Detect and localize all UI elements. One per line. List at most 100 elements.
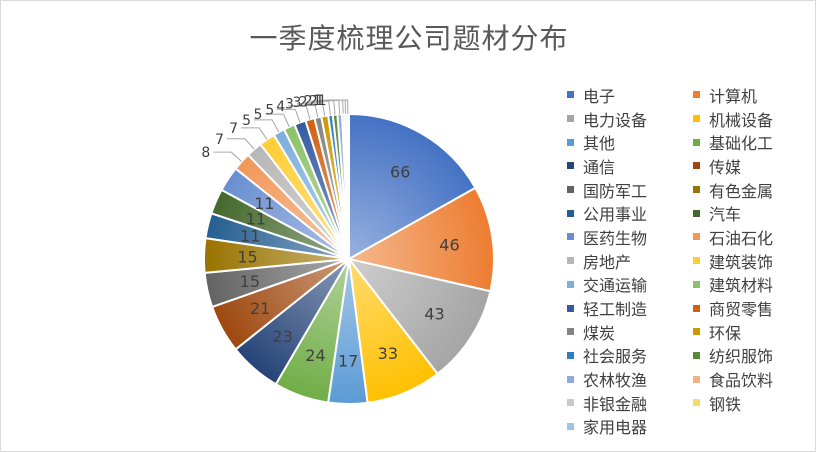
leader-line-商贸零售: [288, 105, 311, 120]
legend-swatch: [567, 328, 574, 336]
legend-label: 社会服务: [583, 347, 648, 367]
legend-swatch: [693, 91, 700, 99]
legend-label: 国防军工: [583, 181, 648, 201]
legend-label: 传媒: [709, 157, 742, 177]
legend-label: 环保: [709, 323, 742, 343]
legend-swatch: [693, 351, 700, 359]
data-label-环保: 3: [292, 95, 301, 111]
legend-item-轻工制造: 轻工制造: [567, 296, 693, 320]
legend-label: 非银金融: [583, 394, 648, 414]
pie-slice-电力设备: [346, 257, 492, 376]
legend-label: 石油石化: [709, 228, 774, 248]
legend-item-环保: 环保: [693, 320, 816, 344]
legend-item-食品饮料: 食品饮料: [693, 367, 816, 391]
data-label-国防军工: 15: [240, 272, 260, 291]
legend-item-商贸零售: 商贸零售: [693, 296, 816, 320]
legend-item-钢铁: 钢铁: [693, 391, 816, 415]
legend-item-建筑装饰: 建筑装饰: [693, 249, 816, 273]
legend-item-汽车: 汽车: [693, 201, 816, 225]
legend-item-电力设备: 电力设备: [567, 107, 693, 131]
legend-swatch: [693, 233, 700, 241]
leader-line-建筑装饰: [241, 127, 268, 140]
legend-label: 计算机: [709, 86, 758, 106]
legend-item-煤炭: 煤炭: [567, 320, 693, 344]
data-label-钢铁: 1: [318, 93, 327, 109]
legend-label: 建筑装饰: [709, 252, 774, 272]
legend-swatch: [567, 138, 574, 146]
legend-swatch: [567, 257, 574, 265]
legend-swatch: [693, 162, 700, 170]
legend-label: 农林牧渔: [583, 371, 648, 391]
legend-item-家用电器: 家用电器: [567, 415, 693, 439]
leader-line-建筑材料: [265, 113, 290, 128]
legend-swatch: [567, 91, 574, 99]
legend-swatch: [567, 280, 574, 288]
legend-swatch: [567, 162, 574, 170]
legend-swatch: [567, 209, 574, 217]
leader-line-社会服务: [310, 100, 331, 116]
legend-swatch: [567, 115, 574, 123]
legend-swatch: [693, 257, 700, 265]
legend-label: 交通运输: [583, 276, 648, 296]
leader-line-钢铁: [329, 99, 349, 115]
legend-swatch: [567, 304, 574, 312]
data-label-电力设备: 43: [424, 305, 444, 324]
data-label-汽车: 11: [246, 210, 266, 229]
legend-swatch: [693, 304, 700, 312]
legend-item-国防军工: 国防军工: [567, 178, 693, 202]
legend-swatch: [693, 115, 700, 123]
data-label-煤炭: 3: [285, 97, 294, 113]
legend-swatch: [567, 233, 574, 241]
leader-line-房地产: [226, 138, 255, 150]
legend-swatch: [567, 399, 574, 407]
legend-label: 食品饮料: [709, 371, 774, 391]
legend-label: 有色金属: [709, 181, 774, 201]
legend-label: 电子: [583, 86, 616, 106]
legend-item-社会服务: 社会服务: [567, 344, 693, 368]
data-label-轻工制造: 5: [265, 102, 274, 118]
leader-line-石油石化: [213, 151, 242, 162]
legend-label: 汽车: [709, 205, 742, 225]
legend-swatch: [567, 186, 574, 194]
data-label-计算机: 46: [439, 235, 459, 254]
legend: 电子 计算机 电力设备 机械设备 其他 基础化工 通信 传媒 国防军工 有色金属 公用事业 汽车 医药生…: [567, 83, 816, 438]
legend-item-房地产: 房地产: [567, 249, 693, 273]
legend-item-建筑材料: 建筑材料: [693, 273, 816, 297]
legend-label: 通信: [583, 157, 616, 177]
legend-item-医药生物: 医药生物: [567, 225, 693, 249]
legend-item-石油石化: 石油石化: [693, 225, 816, 249]
legend-swatch: [693, 280, 700, 288]
data-label-房地产: 7: [215, 132, 224, 148]
legend-label: 煤炭: [583, 323, 616, 343]
legend-item-非银金融: 非银金融: [567, 391, 693, 415]
legend-item-农林牧渔: 农林牧渔: [567, 367, 693, 391]
legend-item-基础化工: 基础化工: [693, 130, 816, 154]
legend-item-其他: 其他: [567, 130, 693, 154]
data-label-建筑装饰: 7: [229, 121, 238, 137]
legend-label: 电力设备: [583, 110, 648, 130]
legend-label: 钢铁: [709, 394, 742, 414]
legend-item-纺织服饰: 纺织服饰: [693, 344, 816, 368]
data-label-农林牧渔: 2: [309, 93, 318, 109]
legend-label: 房地产: [583, 252, 632, 272]
legend-item-电子: 电子: [567, 83, 693, 107]
data-label-石油石化: 8: [201, 145, 210, 161]
legend-item-计算机: 计算机: [693, 83, 816, 107]
data-label-其他: 17: [338, 351, 358, 370]
legend-item-通信: 通信: [567, 154, 693, 178]
legend-item-有色金属: 有色金属: [693, 178, 816, 202]
legend-item-交通运输: 交通运输: [567, 273, 693, 297]
leader-line-轻工制造: [277, 108, 301, 123]
legend-label: 轻工制造: [583, 300, 648, 320]
leader-line-煤炭: [296, 103, 319, 118]
legend-swatch: [693, 399, 700, 407]
data-label-基础化工: 24: [305, 346, 325, 365]
data-label-通信: 23: [272, 327, 292, 346]
legend-swatch: [693, 328, 700, 336]
legend-swatch: [567, 375, 574, 383]
legend-swatch: [567, 351, 574, 359]
data-label-食品饮料: 1: [313, 93, 322, 109]
legend-label: 家用电器: [583, 418, 648, 438]
